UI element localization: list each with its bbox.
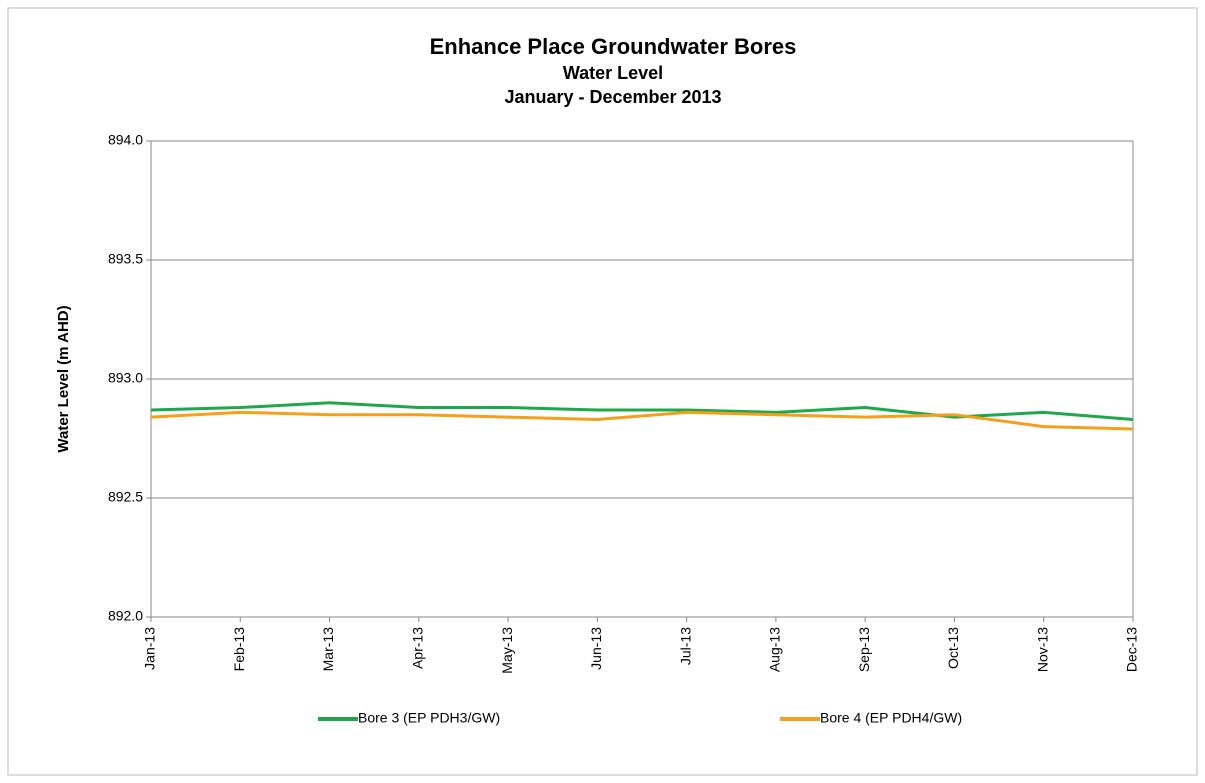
x-tick-label: Oct-13 <box>945 627 961 669</box>
chart-title: Enhance Place Groundwater Bores <box>430 34 797 59</box>
x-tick-label: Mar-13 <box>320 627 336 672</box>
x-tick-label: Jul-13 <box>677 627 693 665</box>
y-tick-label: 894.0 <box>108 132 143 148</box>
y-axis-title: Water Level (m AHD) <box>55 305 72 452</box>
chart-subtitle: January - December 2013 <box>504 87 721 107</box>
y-tick-label: 892.0 <box>108 608 143 624</box>
y-tick-label: 892.5 <box>108 489 143 505</box>
x-tick-label: Apr-13 <box>410 627 426 669</box>
x-tick-label: Jun-13 <box>588 627 604 670</box>
legend-label: Bore 3 (EP PDH3/GW) <box>358 710 500 726</box>
x-tick-label: May-13 <box>499 627 515 674</box>
x-tick-label: Jan-13 <box>142 627 158 670</box>
x-tick-label: Nov-13 <box>1034 627 1050 672</box>
x-tick-label: Sep-13 <box>856 627 872 672</box>
data-line <box>150 410 1134 431</box>
x-tick-label: Feb-13 <box>231 627 247 672</box>
legend-label: Bore 4 (EP PDH4/GW) <box>820 710 962 726</box>
x-tick-label: Dec-13 <box>1124 627 1140 672</box>
y-tick-label: 893.0 <box>108 370 143 386</box>
chart-subtitle: Water Level <box>563 63 663 83</box>
y-tick-label: 893.5 <box>108 251 143 267</box>
x-tick-label: Aug-13 <box>767 627 783 672</box>
